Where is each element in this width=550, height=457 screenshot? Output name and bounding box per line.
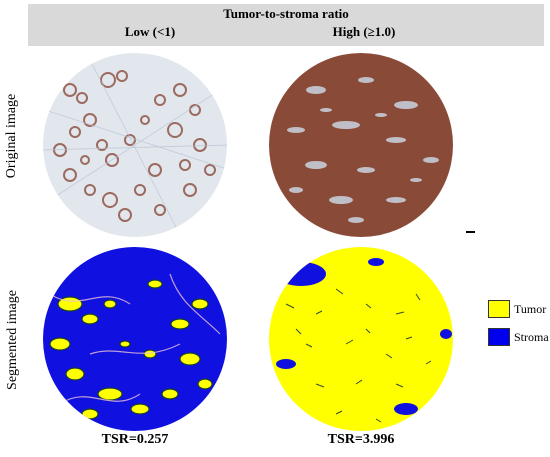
scale-bar [466, 231, 475, 233]
figure-header-title: Tumor-to-stroma ratio [223, 6, 349, 21]
original-image-low-tsr [30, 50, 240, 240]
legend-item-stroma: Stroma [488, 328, 549, 346]
row-label-original: Original image [4, 93, 19, 179]
tsr-value-low: TSR=0.257 [101, 432, 169, 447]
legend: Tumor Stroma [488, 300, 549, 356]
segmented-image-low-tsr [30, 244, 240, 434]
legend-swatch-tumor [488, 300, 510, 318]
header-band [28, 4, 544, 46]
column-label-high: High (≥1.0) [332, 24, 396, 39]
tsr-value-high: TSR=3.996 [327, 432, 395, 447]
legend-label-stroma: Stroma [514, 329, 549, 344]
legend-label-tumor: Tumor [514, 301, 547, 316]
row-label-segmented: Segmented image [5, 290, 20, 390]
segmented-image-high-tsr [256, 244, 466, 434]
legend-swatch-stroma [488, 328, 510, 346]
legend-item-tumor: Tumor [488, 300, 549, 318]
column-label-low: Low (<1) [124, 24, 176, 39]
original-image-high-tsr [256, 50, 466, 240]
